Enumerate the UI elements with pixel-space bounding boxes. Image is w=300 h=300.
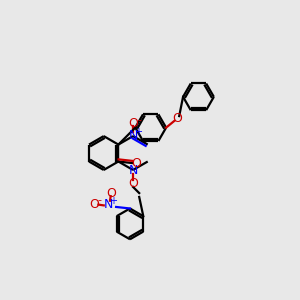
- Text: -: -: [137, 115, 141, 125]
- Text: +: +: [134, 127, 142, 137]
- Text: O: O: [128, 177, 138, 190]
- Text: O: O: [89, 198, 99, 211]
- Text: -: -: [97, 195, 101, 205]
- Text: O: O: [131, 157, 141, 169]
- Text: O: O: [172, 112, 182, 125]
- Text: N: N: [129, 164, 139, 177]
- Text: N: N: [129, 129, 139, 142]
- Text: N: N: [104, 198, 113, 211]
- Text: O: O: [128, 116, 138, 130]
- Text: +: +: [109, 196, 117, 206]
- Text: O: O: [106, 187, 116, 200]
